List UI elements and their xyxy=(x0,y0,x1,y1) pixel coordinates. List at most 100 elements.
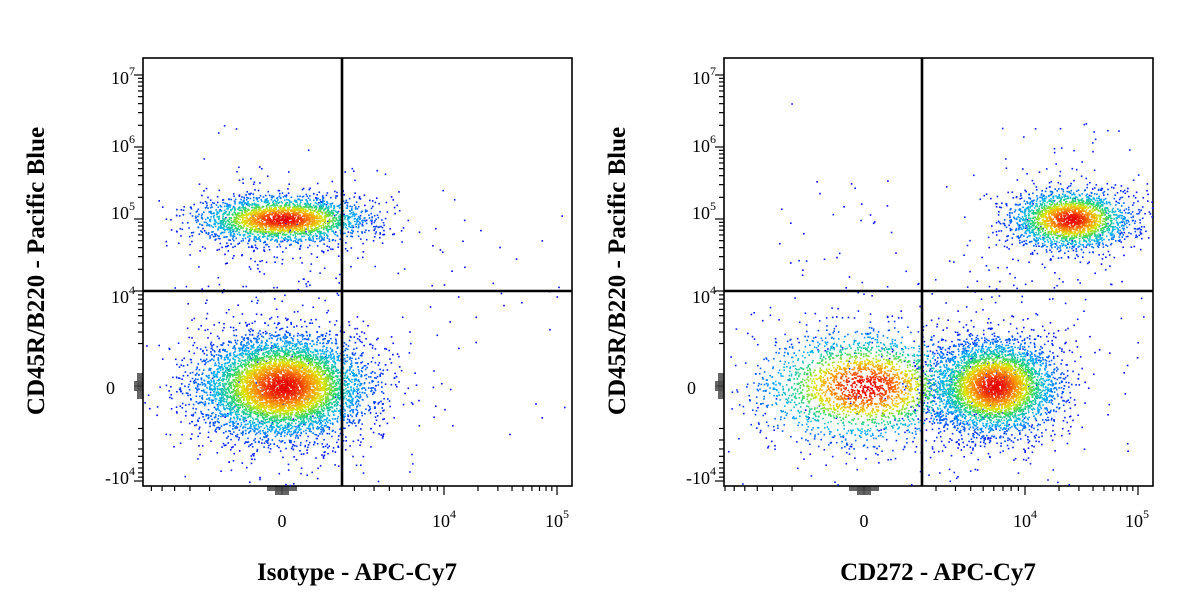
event-dot xyxy=(350,235,352,238)
event-dot xyxy=(252,353,255,355)
event-dot xyxy=(209,237,211,239)
event-dot xyxy=(205,414,207,416)
event-dot xyxy=(249,330,251,333)
event-dot xyxy=(223,413,226,415)
event-dot xyxy=(242,345,245,348)
event-dot xyxy=(394,372,396,375)
event-dot xyxy=(274,335,277,338)
event-dot xyxy=(323,351,326,353)
event-dot xyxy=(368,214,370,216)
event-dot xyxy=(265,199,268,201)
event-dot xyxy=(337,398,340,400)
event-dot xyxy=(240,415,243,417)
event-dot xyxy=(285,204,288,206)
event-dot xyxy=(235,343,238,345)
event-dot xyxy=(226,376,228,378)
event-dot xyxy=(232,390,235,393)
event-dot xyxy=(314,356,317,358)
event-dot xyxy=(290,196,293,199)
event-dot xyxy=(206,398,208,400)
event-dot xyxy=(346,354,348,356)
event-dot xyxy=(241,210,243,212)
event-dot xyxy=(190,361,193,364)
event-dot xyxy=(258,440,260,443)
event-dot xyxy=(226,213,228,216)
event-dot xyxy=(317,416,319,418)
event-dot xyxy=(354,383,356,385)
event-dot xyxy=(238,228,241,231)
event-dot xyxy=(358,195,361,198)
event-dot xyxy=(252,233,254,235)
event-dot xyxy=(231,226,233,229)
event-dot xyxy=(213,202,216,205)
event-dot xyxy=(276,415,279,418)
event-dot xyxy=(334,239,337,242)
event-dot xyxy=(305,352,307,354)
event-dot xyxy=(343,363,346,365)
event-dot xyxy=(318,406,320,408)
event-dot xyxy=(256,336,259,338)
event-dot xyxy=(299,199,302,202)
event-dot xyxy=(232,379,235,381)
event-dot xyxy=(328,225,330,227)
event-dot xyxy=(198,388,200,390)
event-dot xyxy=(346,375,349,378)
event-dot xyxy=(344,202,346,204)
event-dot xyxy=(219,397,221,399)
event-dot xyxy=(316,235,318,237)
event-dot xyxy=(286,240,288,243)
event-dot xyxy=(263,416,265,419)
event-dot xyxy=(260,425,262,428)
event-dot xyxy=(313,199,315,202)
event-dot xyxy=(244,429,247,432)
event-dot xyxy=(253,196,255,199)
event-dot xyxy=(335,342,338,345)
event-dot xyxy=(219,412,221,414)
event-dot xyxy=(306,344,308,347)
event-dot xyxy=(237,416,239,418)
event-dot xyxy=(217,357,220,359)
event-dot xyxy=(377,480,380,483)
event-dot xyxy=(344,394,347,397)
event-dot xyxy=(350,371,353,373)
event-dot xyxy=(331,378,334,381)
event-dot xyxy=(289,332,291,335)
event-dot xyxy=(232,375,234,378)
event-dot xyxy=(253,425,255,427)
event-dot xyxy=(371,344,374,347)
event-dot xyxy=(332,353,334,355)
event-dot xyxy=(310,418,312,420)
event-dot xyxy=(213,380,215,383)
event-dot xyxy=(247,204,249,206)
event-dot xyxy=(255,338,258,340)
event-dot xyxy=(325,348,327,351)
event-dot xyxy=(208,377,210,379)
event-dot xyxy=(195,219,197,222)
event-dot xyxy=(251,353,253,356)
event-dot xyxy=(214,416,217,418)
event-dot xyxy=(231,411,234,414)
event-dot xyxy=(380,400,382,403)
event-dot xyxy=(240,422,243,424)
event-dot xyxy=(190,414,193,416)
event-dot xyxy=(321,409,324,411)
event-dot xyxy=(177,342,180,344)
event-dot xyxy=(244,416,246,419)
event-dot xyxy=(316,413,318,415)
event-dot xyxy=(237,408,240,410)
event-dot xyxy=(318,417,320,420)
event-dot xyxy=(321,414,324,416)
event-dot xyxy=(268,349,271,352)
event-dot xyxy=(224,253,226,256)
event-dot xyxy=(274,234,276,236)
event-dot xyxy=(324,335,327,337)
event-dot xyxy=(326,426,329,428)
event-dot xyxy=(333,214,336,217)
event-dot xyxy=(373,221,376,224)
event-dot xyxy=(327,403,330,405)
event-dot xyxy=(357,403,360,405)
event-dot xyxy=(371,387,373,389)
event-dot xyxy=(330,228,333,230)
event-dot xyxy=(287,351,289,354)
event-dot xyxy=(364,231,366,233)
